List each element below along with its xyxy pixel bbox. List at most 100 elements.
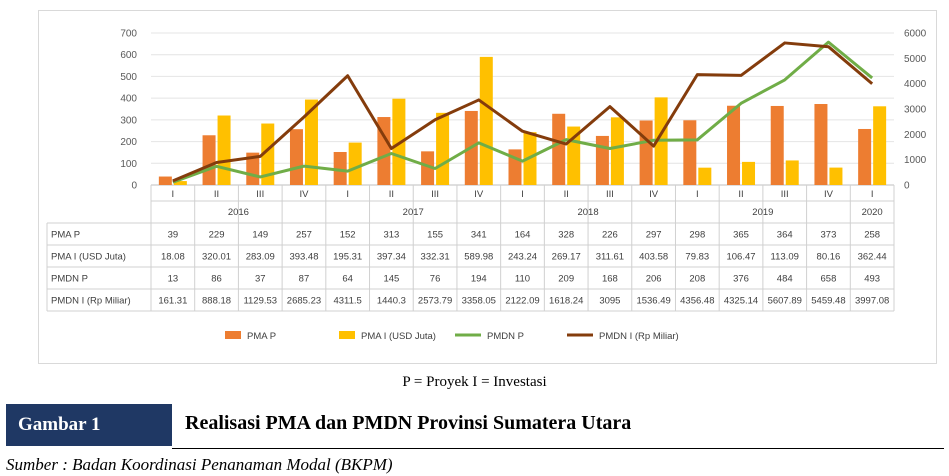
x-tick-label: I	[172, 189, 175, 200]
data-label: 4311.5	[333, 296, 361, 307]
data-label: 3997.08	[855, 296, 889, 307]
data-label: 87	[299, 274, 310, 285]
y-right-tick-label: 1000	[904, 155, 927, 166]
data-label: 80.16	[817, 252, 841, 263]
data-label: 2573.79	[418, 296, 452, 307]
bar-pma-p	[552, 113, 566, 185]
bar-pma-p	[289, 129, 303, 185]
line-pmdn-p	[172, 40, 874, 184]
table-row-header: PMA P	[51, 230, 80, 241]
data-label: 161.31	[158, 296, 187, 307]
x-tick-label: I	[521, 189, 524, 200]
data-label: 888.18	[202, 296, 231, 307]
x-tick-label: II	[564, 189, 569, 200]
data-label: 229	[209, 230, 225, 241]
x-tick-label: III	[431, 189, 439, 200]
x-tick-label: I	[346, 189, 349, 200]
bar-pma-p	[770, 105, 784, 185]
y-right-tick-label: 3000	[904, 105, 927, 116]
data-label: 365	[733, 230, 749, 241]
data-label: 37	[255, 274, 266, 285]
data-label: 1536.49	[636, 296, 670, 307]
bar-pma-p	[158, 176, 172, 185]
data-label: 168	[602, 274, 618, 285]
x-tick-label: III	[606, 189, 614, 200]
chart-container: 0 100 200 300 400 500 600 700 0 1000 2000 3000 4000 5…	[38, 10, 937, 364]
data-label: 3358.05	[462, 296, 496, 307]
legend-label: PMA I (USD Juta)	[361, 331, 436, 342]
legend-label: PMDN P	[487, 331, 524, 342]
bar-pma-i	[479, 56, 493, 185]
bar-pma-p	[858, 128, 872, 185]
data-label: 362.44	[858, 252, 887, 263]
data-label: 658	[821, 274, 837, 285]
x-year-label: 2016	[228, 207, 249, 218]
bar-pma-p	[377, 117, 391, 185]
x-tick-label: IV	[824, 189, 834, 200]
data-label: 373	[821, 230, 837, 241]
bar-pma-i	[873, 106, 887, 185]
x-year-label: 2018	[577, 207, 598, 218]
data-label: 18.08	[161, 252, 185, 263]
data-label: 484	[777, 274, 793, 285]
y-left-tick-label: 300	[120, 115, 137, 126]
x-year-label: 2019	[752, 207, 773, 218]
bar-pma-p	[595, 135, 609, 185]
bar-pma-p	[333, 151, 347, 185]
x-tick-label: II	[389, 189, 394, 200]
y-left-tick-label: 700	[120, 29, 137, 40]
bar-pma-i	[698, 167, 712, 185]
data-label: 5607.89	[768, 296, 802, 307]
legend-label: PMA P	[247, 331, 276, 342]
y-left-tick-label: 500	[120, 72, 137, 83]
data-label: 493	[864, 274, 880, 285]
data-label: 269.17	[552, 252, 581, 263]
line-pmdn-i	[172, 41, 874, 183]
data-label: 152	[340, 230, 356, 241]
x-tick-label: II	[738, 189, 743, 200]
data-label: 195.31	[333, 252, 362, 263]
bar-pma-i	[436, 112, 450, 185]
x-tick-label: IV	[649, 189, 659, 200]
x-tick-label: III	[256, 189, 264, 200]
y-left-tick-label: 0	[131, 181, 137, 192]
data-label: 243.24	[508, 252, 537, 263]
data-label: 332.31	[421, 252, 450, 263]
data-label: 145	[383, 274, 399, 285]
y-right-tick-label: 5000	[904, 54, 927, 65]
data-label: 164	[515, 230, 531, 241]
data-label: 209	[558, 274, 574, 285]
bar-pma-i	[304, 99, 318, 185]
x-year-label: 2020	[862, 207, 883, 218]
data-label: 208	[689, 274, 705, 285]
table-row-header: PMDN I (Rp Miliar)	[51, 296, 131, 307]
bar-pma-i	[742, 161, 756, 185]
data-label: 589.98	[464, 252, 493, 263]
data-label: 341	[471, 230, 487, 241]
data-label: 393.48	[289, 252, 318, 263]
bar-pma-i	[829, 167, 843, 185]
data-label: 76	[430, 274, 441, 285]
data-label: 376	[733, 274, 749, 285]
data-label: 298	[689, 230, 705, 241]
bar-pma-i	[610, 117, 624, 185]
table-row-header: PMDN P	[51, 274, 88, 285]
bar-pma-p	[814, 104, 828, 185]
y-left-tick-label: 100	[120, 159, 137, 170]
x-tick-label: I	[696, 189, 699, 200]
data-label: 113.09	[771, 252, 799, 263]
data-label: 64	[342, 274, 353, 285]
bar-pma-p	[683, 120, 697, 185]
data-label: 258	[864, 230, 880, 241]
legend-swatch	[339, 331, 355, 339]
data-label: 106.47	[726, 252, 755, 263]
data-label: 3095	[599, 296, 620, 307]
data-label: 313	[383, 230, 399, 241]
y-right-tick-label: 2000	[904, 130, 927, 141]
x-tick-label: I	[871, 189, 874, 200]
data-label: 1129.53	[243, 296, 277, 307]
bar-pma-i	[261, 123, 275, 185]
data-label: 39	[168, 230, 179, 241]
data-label: 110	[515, 274, 530, 285]
x-tick-label: IV	[474, 189, 484, 200]
